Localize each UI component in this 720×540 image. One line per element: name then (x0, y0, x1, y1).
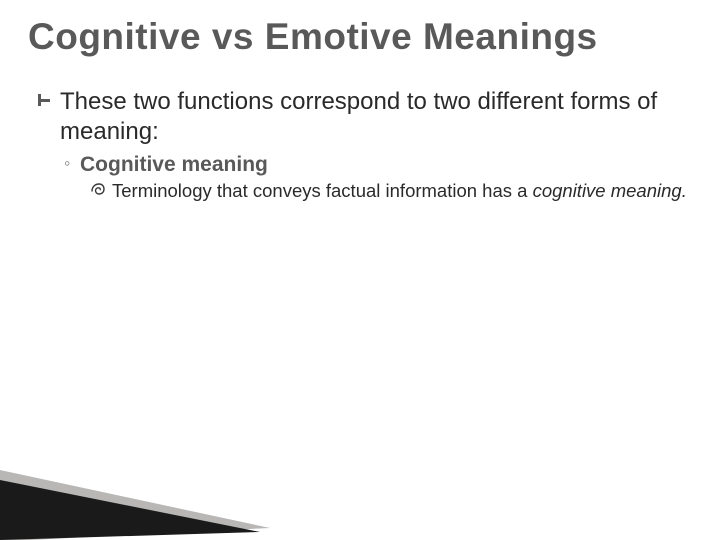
bullet-level3-text: Terminology that conveys factual informa… (112, 180, 533, 201)
bullet-level3: Terminology that conveys factual informa… (90, 179, 692, 203)
bullet-level1-text: These two functions correspond to two di… (60, 88, 657, 145)
bullet-level1: These two functions correspond to two di… (38, 87, 692, 147)
bullet-level2: Cognitive meaning (64, 153, 692, 177)
corner-decoration (0, 470, 280, 540)
swirl-icon (90, 182, 106, 198)
bullet-level3-italic: cognitive meaning. (533, 180, 687, 201)
bullet-level2-text: Cognitive meaning (80, 153, 268, 176)
slide-title: Cognitive vs Emotive Meanings (28, 16, 692, 59)
slide: Cognitive vs Emotive Meanings These two … (0, 0, 720, 540)
